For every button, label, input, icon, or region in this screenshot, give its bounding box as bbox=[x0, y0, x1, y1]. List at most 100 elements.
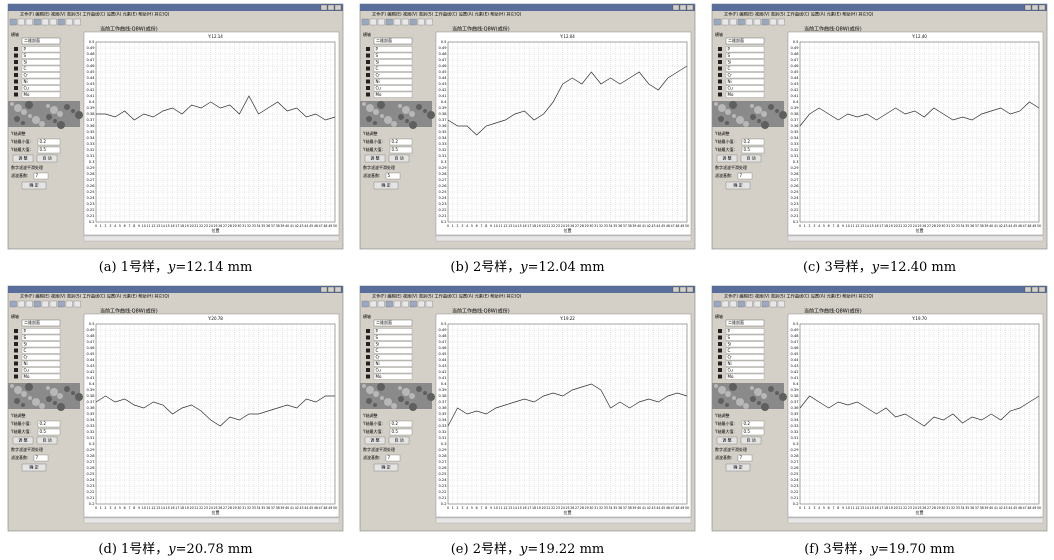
element-field[interactable] bbox=[726, 53, 764, 59]
toolbar-button[interactable] bbox=[378, 19, 385, 25]
element-checkbox[interactable] bbox=[718, 47, 722, 51]
element-field[interactable] bbox=[22, 79, 60, 85]
window-button[interactable] bbox=[680, 5, 686, 10]
window-button[interactable] bbox=[680, 287, 686, 292]
element-checkbox[interactable] bbox=[14, 349, 18, 353]
element-checkbox[interactable] bbox=[718, 93, 722, 97]
element-field[interactable] bbox=[374, 335, 412, 341]
element-checkbox[interactable] bbox=[14, 342, 18, 346]
element-checkbox[interactable] bbox=[366, 93, 370, 97]
toolbar-button[interactable] bbox=[10, 301, 17, 307]
element-checkbox[interactable] bbox=[14, 47, 18, 51]
toolbar-button[interactable] bbox=[18, 19, 25, 25]
element-checkbox[interactable] bbox=[718, 375, 722, 379]
element-checkbox[interactable] bbox=[14, 329, 18, 333]
element-checkbox[interactable] bbox=[14, 86, 18, 90]
element-field[interactable] bbox=[22, 66, 60, 72]
element-field[interactable] bbox=[726, 348, 764, 354]
toolbar-button[interactable] bbox=[418, 19, 425, 25]
toolbar-button[interactable] bbox=[34, 301, 41, 307]
element-field[interactable] bbox=[374, 342, 412, 348]
element-checkbox[interactable] bbox=[366, 336, 370, 340]
window-button[interactable] bbox=[321, 5, 327, 10]
window-button[interactable] bbox=[328, 5, 334, 10]
toolbar-button[interactable] bbox=[714, 19, 721, 25]
window-button[interactable] bbox=[687, 287, 693, 292]
toolbar-button[interactable] bbox=[386, 301, 393, 307]
element-checkbox[interactable] bbox=[718, 349, 722, 353]
toolbar-button[interactable] bbox=[50, 301, 57, 307]
toolbar-button[interactable] bbox=[778, 19, 785, 25]
toolbar-button[interactable] bbox=[770, 301, 777, 307]
element-checkbox[interactable] bbox=[14, 60, 18, 64]
toolbar-button[interactable] bbox=[722, 301, 729, 307]
toolbar-button[interactable] bbox=[26, 19, 33, 25]
element-field[interactable] bbox=[22, 60, 60, 66]
element-checkbox[interactable] bbox=[718, 60, 722, 64]
window-button[interactable] bbox=[335, 5, 341, 10]
scrollbar[interactable] bbox=[436, 518, 691, 523]
element-checkbox[interactable] bbox=[14, 67, 18, 71]
scrollbar[interactable] bbox=[84, 518, 339, 523]
element-field[interactable] bbox=[726, 47, 764, 53]
toolbar-button[interactable] bbox=[50, 19, 57, 25]
element-field[interactable] bbox=[726, 342, 764, 348]
element-checkbox[interactable] bbox=[14, 93, 18, 97]
window-button[interactable] bbox=[1025, 5, 1031, 10]
window-button[interactable] bbox=[673, 287, 679, 292]
element-checkbox[interactable] bbox=[718, 80, 722, 84]
element-checkbox[interactable] bbox=[718, 86, 722, 90]
window-button[interactable] bbox=[1032, 5, 1038, 10]
toolbar-button[interactable] bbox=[370, 301, 377, 307]
toolbar-button[interactable] bbox=[730, 19, 737, 25]
toolbar-button[interactable] bbox=[738, 301, 745, 307]
element-field[interactable] bbox=[22, 361, 60, 367]
element-checkbox[interactable] bbox=[366, 329, 370, 333]
element-checkbox[interactable] bbox=[366, 368, 370, 372]
element-field[interactable] bbox=[726, 329, 764, 335]
element-field[interactable] bbox=[22, 348, 60, 354]
toolbar-button[interactable] bbox=[10, 19, 17, 25]
element-checkbox[interactable] bbox=[366, 362, 370, 366]
element-field[interactable] bbox=[374, 47, 412, 53]
window-button[interactable] bbox=[1032, 287, 1038, 292]
toolbar-button[interactable] bbox=[42, 301, 49, 307]
element-field[interactable] bbox=[374, 66, 412, 72]
toolbar-button[interactable] bbox=[762, 301, 769, 307]
element-field[interactable] bbox=[374, 361, 412, 367]
element-checkbox[interactable] bbox=[14, 336, 18, 340]
element-checkbox[interactable] bbox=[366, 54, 370, 58]
element-field[interactable] bbox=[726, 335, 764, 341]
toolbar-button[interactable] bbox=[418, 301, 425, 307]
element-field[interactable] bbox=[726, 66, 764, 72]
toolbar-button[interactable] bbox=[74, 19, 81, 25]
toolbar-button[interactable] bbox=[42, 19, 49, 25]
toolbar-button[interactable] bbox=[746, 301, 753, 307]
element-checkbox[interactable] bbox=[14, 362, 18, 366]
toolbar-button[interactable] bbox=[754, 301, 761, 307]
toolbar-button[interactable] bbox=[58, 19, 65, 25]
element-field[interactable] bbox=[374, 60, 412, 66]
element-checkbox[interactable] bbox=[366, 86, 370, 90]
element-checkbox[interactable] bbox=[366, 375, 370, 379]
toolbar-button[interactable] bbox=[362, 19, 369, 25]
window-button[interactable] bbox=[328, 287, 334, 292]
toolbar-button[interactable] bbox=[410, 301, 417, 307]
toolbar-button[interactable] bbox=[74, 301, 81, 307]
element-checkbox[interactable] bbox=[14, 368, 18, 372]
element-checkbox[interactable] bbox=[366, 80, 370, 84]
element-field[interactable] bbox=[374, 53, 412, 59]
scrollbar[interactable] bbox=[788, 518, 1043, 523]
element-field[interactable] bbox=[22, 53, 60, 59]
toolbar-button[interactable] bbox=[738, 19, 745, 25]
element-checkbox[interactable] bbox=[366, 67, 370, 71]
element-checkbox[interactable] bbox=[366, 73, 370, 77]
element-field[interactable] bbox=[726, 361, 764, 367]
window-button[interactable] bbox=[687, 5, 693, 10]
element-field[interactable] bbox=[22, 335, 60, 341]
toolbar-button[interactable] bbox=[402, 301, 409, 307]
scrollbar[interactable] bbox=[84, 236, 339, 241]
element-checkbox[interactable] bbox=[14, 355, 18, 359]
toolbar-button[interactable] bbox=[386, 19, 393, 25]
toolbar-button[interactable] bbox=[34, 19, 41, 25]
